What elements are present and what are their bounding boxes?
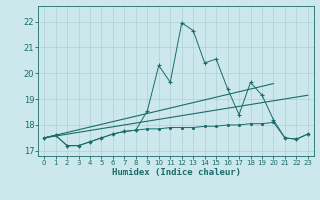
- X-axis label: Humidex (Indice chaleur): Humidex (Indice chaleur): [111, 168, 241, 177]
